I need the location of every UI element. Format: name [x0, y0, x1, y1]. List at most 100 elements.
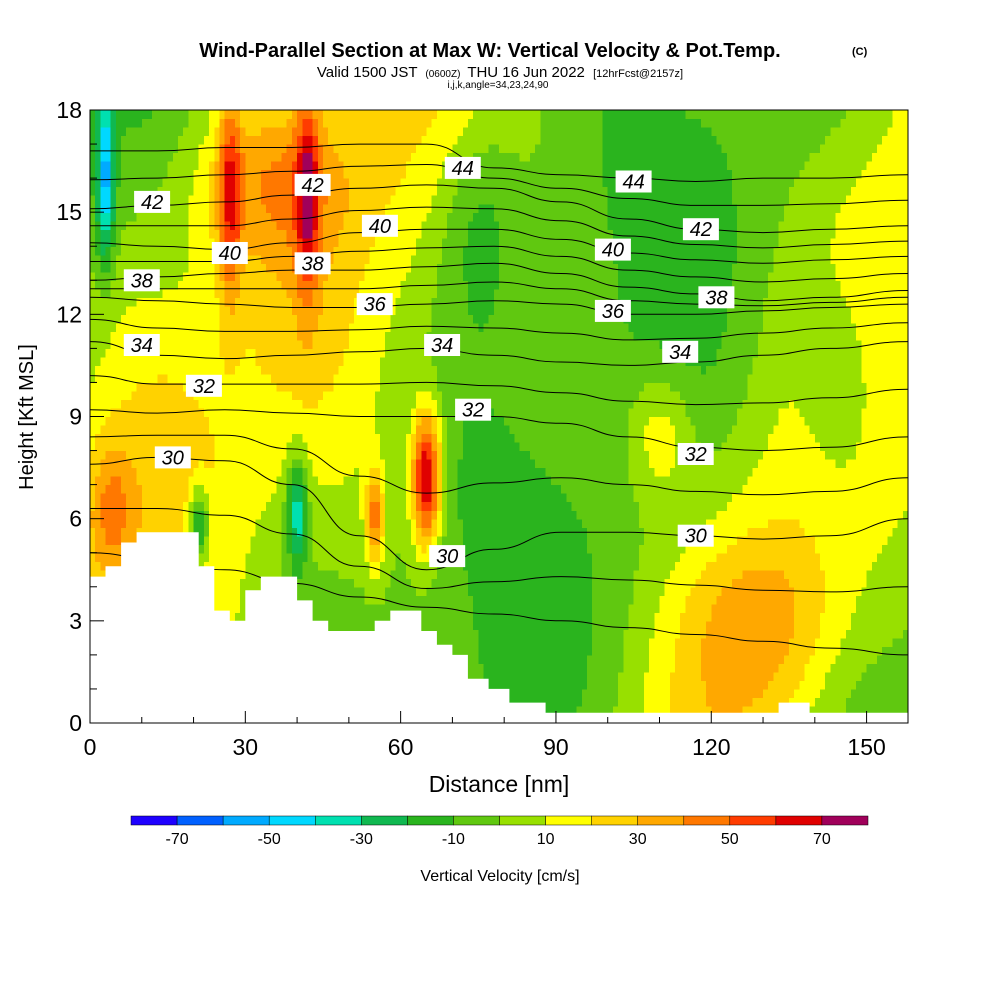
velocity-cell [188, 153, 194, 162]
velocity-cell [339, 178, 345, 187]
velocity-cell [276, 399, 282, 408]
velocity-cell [271, 510, 277, 519]
velocity-cell [421, 434, 427, 443]
velocity-cell [339, 297, 345, 306]
velocity-cell [437, 442, 443, 451]
velocity-cell [271, 110, 277, 119]
velocity-cell [168, 493, 174, 502]
velocity-cell [142, 136, 148, 145]
velocity-cell [318, 365, 324, 374]
velocity-cell [385, 178, 391, 187]
velocity-cell [111, 399, 117, 408]
velocity-cell [250, 502, 256, 511]
velocity-cell [194, 331, 200, 340]
velocity-cell [375, 553, 381, 562]
velocity-cell [370, 570, 376, 579]
velocity-cell [225, 502, 231, 511]
velocity-cell [406, 357, 412, 366]
velocity-cell [250, 340, 256, 349]
velocity-cell [256, 374, 262, 383]
velocity-cell [380, 408, 386, 417]
velocity-cell [271, 459, 277, 468]
velocity-cell [385, 399, 391, 408]
velocity-cell [380, 442, 386, 451]
velocity-cell [339, 612, 345, 621]
velocity-cell [276, 340, 282, 349]
velocity-cell [292, 365, 298, 374]
velocity-cell [137, 519, 143, 528]
velocity-cell [416, 238, 422, 247]
velocity-cell [427, 238, 433, 247]
velocity-cell [380, 434, 386, 443]
velocity-cell [142, 459, 148, 468]
velocity-cell [183, 153, 189, 162]
velocity-cell [168, 306, 174, 315]
velocity-cell [318, 289, 324, 298]
velocity-cell [157, 306, 163, 315]
velocity-cell [137, 110, 143, 119]
velocity-cell [188, 272, 194, 281]
velocity-cell [380, 263, 386, 272]
velocity-cell [354, 408, 360, 417]
velocity-cell [230, 204, 236, 213]
velocity-cell [188, 221, 194, 230]
velocity-cell [297, 153, 303, 162]
velocity-cell [121, 374, 127, 383]
velocity-cell [194, 178, 200, 187]
velocity-cell [219, 493, 225, 502]
velocity-cell [235, 425, 241, 434]
velocity-cell [266, 280, 272, 289]
velocity-cell [256, 578, 262, 587]
velocity-cell [209, 212, 215, 221]
velocity-cell [328, 434, 334, 443]
velocity-cell [106, 442, 112, 451]
velocity-cell [411, 263, 417, 272]
velocity-cell [287, 434, 293, 443]
velocity-cell [240, 604, 246, 613]
velocity-cell [318, 119, 324, 128]
velocity-cell [106, 476, 112, 485]
velocity-cell [313, 502, 319, 511]
velocity-cell [235, 374, 241, 383]
velocity-cell [235, 561, 241, 570]
velocity-cell [375, 493, 381, 502]
velocity-cell [364, 357, 370, 366]
velocity-cell [359, 408, 365, 417]
velocity-cell [214, 331, 220, 340]
velocity-cell [230, 536, 236, 545]
velocity-cell [183, 144, 189, 153]
velocity-cell [250, 263, 256, 272]
velocity-cell [427, 289, 433, 298]
velocity-cell [250, 425, 256, 434]
velocity-cell [183, 357, 189, 366]
velocity-cell [401, 425, 407, 434]
velocity-cell [282, 510, 288, 519]
velocity-cell [100, 170, 106, 179]
velocity-cell [261, 340, 267, 349]
velocity-cell [432, 382, 438, 391]
velocity-cell [266, 153, 272, 162]
velocity-cell [421, 476, 427, 485]
velocity-cell [432, 289, 438, 298]
velocity-cell [230, 391, 236, 400]
velocity-cell [354, 604, 360, 613]
velocity-cell [364, 204, 370, 213]
velocity-cell [416, 161, 422, 170]
velocity-cell [370, 263, 376, 272]
velocity-cell [131, 323, 137, 332]
velocity-cell [416, 272, 422, 281]
velocity-cell [271, 544, 277, 553]
velocity-cell [219, 587, 225, 596]
velocity-cell [292, 485, 298, 494]
velocity-cell [256, 204, 262, 213]
velocity-cell [416, 459, 422, 468]
velocity-cell [183, 323, 189, 332]
velocity-cell [245, 331, 251, 340]
velocity-cell [111, 502, 117, 511]
velocity-cell [157, 161, 163, 170]
velocity-cell [152, 510, 158, 519]
velocity-cell [297, 502, 303, 511]
velocity-cell [432, 399, 438, 408]
velocity-cell [364, 280, 370, 289]
